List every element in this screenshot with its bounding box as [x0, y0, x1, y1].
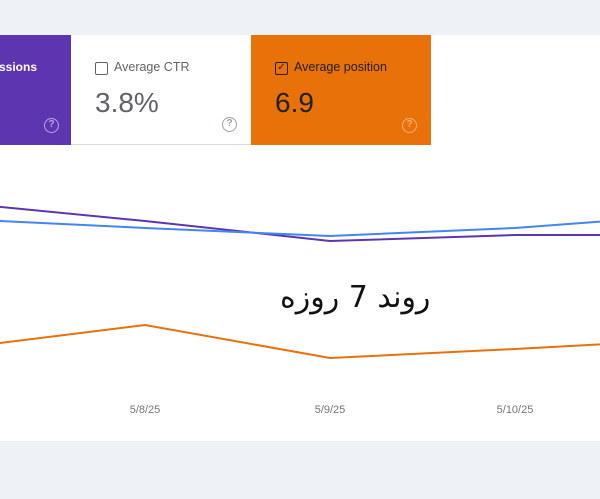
- series-line-2: [0, 323, 600, 360]
- metric-value: 3.8%: [95, 87, 159, 118]
- help-circle-icon[interactable]: ?: [222, 117, 237, 132]
- metric-card-position[interactable]: ✓ Average position 6.9 ?: [251, 35, 431, 145]
- series-line-1: [0, 219, 600, 238]
- metric-card-ctr[interactable]: Average CTR 3.8% ?: [71, 35, 251, 145]
- series-line-0: [0, 205, 600, 243]
- x-tick-label: 5/8/25: [130, 404, 161, 416]
- metric-title: Average CTR: [114, 60, 190, 74]
- metric-title: Average position: [294, 60, 387, 74]
- overlay-caption: روند 7 روزه: [280, 280, 431, 315]
- metric-card-impressions[interactable]: Total impressions ?: [0, 35, 71, 145]
- x-tick-label: 5/10/25: [497, 404, 534, 416]
- metric-title: Total impressions: [0, 60, 37, 74]
- help-circle-icon[interactable]: ?: [402, 118, 417, 133]
- checkbox-checked-icon[interactable]: ✓: [275, 62, 288, 75]
- help-circle-icon[interactable]: ?: [44, 118, 59, 133]
- x-tick-label: 5/9/25: [315, 404, 346, 416]
- metric-value: 6.9: [275, 87, 314, 118]
- checkbox-icon[interactable]: [95, 62, 108, 75]
